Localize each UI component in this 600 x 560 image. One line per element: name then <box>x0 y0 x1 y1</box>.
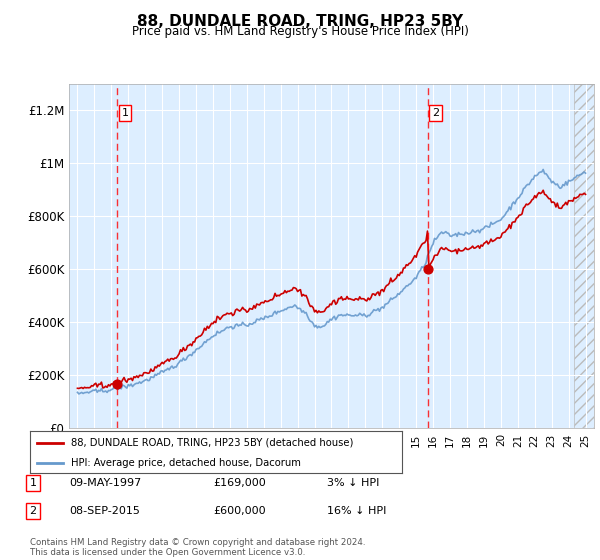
Point <box>113 379 122 388</box>
Text: 88, DUNDALE ROAD, TRING, HP23 5BY: 88, DUNDALE ROAD, TRING, HP23 5BY <box>137 14 463 29</box>
Text: £600,000: £600,000 <box>213 506 266 516</box>
Text: 08-SEP-2015: 08-SEP-2015 <box>69 506 140 516</box>
Text: Price paid vs. HM Land Registry's House Price Index (HPI): Price paid vs. HM Land Registry's House … <box>131 25 469 38</box>
Text: £169,000: £169,000 <box>213 478 266 488</box>
Text: 1: 1 <box>29 478 37 488</box>
Text: 1: 1 <box>122 108 128 118</box>
Text: 3% ↓ HPI: 3% ↓ HPI <box>327 478 379 488</box>
Text: 09-MAY-1997: 09-MAY-1997 <box>69 478 141 488</box>
Text: 16% ↓ HPI: 16% ↓ HPI <box>327 506 386 516</box>
Text: 2: 2 <box>432 108 439 118</box>
Text: 88, DUNDALE ROAD, TRING, HP23 5BY (detached house): 88, DUNDALE ROAD, TRING, HP23 5BY (detac… <box>71 438 353 448</box>
Text: Contains HM Land Registry data © Crown copyright and database right 2024.
This d: Contains HM Land Registry data © Crown c… <box>30 538 365 557</box>
Point <box>423 265 433 274</box>
Text: HPI: Average price, detached house, Dacorum: HPI: Average price, detached house, Daco… <box>71 458 301 468</box>
Text: 2: 2 <box>29 506 37 516</box>
